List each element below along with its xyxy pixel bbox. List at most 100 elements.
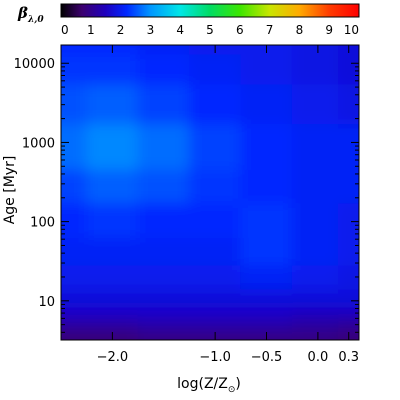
heatmap-cell xyxy=(240,168,293,204)
heatmap-cell xyxy=(337,148,359,170)
y-tick-label: 10000 xyxy=(14,57,55,72)
heatmap-cell xyxy=(188,288,242,308)
heatmap-cell xyxy=(337,53,359,85)
colorbar-tick-label: 10 xyxy=(344,23,359,37)
colorbar-ticks: 0 1 2 3 4 5 6 7 8 9 10 xyxy=(61,23,359,37)
heatmap-cell xyxy=(61,236,88,266)
y-tick-label: 1000 xyxy=(22,136,55,151)
heatmap-cell xyxy=(86,318,139,332)
heatmap-cell xyxy=(291,236,339,266)
heatmap-cell xyxy=(137,236,190,266)
heatmap-cell xyxy=(337,264,359,290)
heatmap-cell xyxy=(137,306,190,320)
x-tick-label: 0.3 xyxy=(338,350,359,365)
colorbar-tick-label: 7 xyxy=(266,23,274,37)
heatmap-cell xyxy=(240,53,293,85)
heatmap-cell xyxy=(61,83,88,125)
heatmap-cell xyxy=(188,306,242,320)
heatmap-cell xyxy=(61,202,88,238)
colorbar-tick-label: 4 xyxy=(176,23,184,37)
x-axis-title-main: log(Z/Z xyxy=(177,376,228,392)
colorbar-title-symbol: β xyxy=(17,4,28,22)
heatmap-cell xyxy=(137,264,190,290)
heatmap-cell xyxy=(61,264,88,290)
y-axis-title: Age [Myr] xyxy=(2,156,18,225)
heatmap-cell xyxy=(61,306,88,320)
heatmap-cell xyxy=(188,202,242,238)
heatmap-cell xyxy=(137,83,190,125)
plot-frame xyxy=(60,44,360,341)
heatmap-cell xyxy=(137,202,190,238)
colorbar-tick-label: 8 xyxy=(296,23,304,37)
x-axis: −2.0 −1.0 −0.5 0.0 0.3 xyxy=(97,45,359,365)
heatmap-cell xyxy=(137,148,190,170)
x-tick-label: −0.5 xyxy=(251,350,283,365)
heatmap-cell xyxy=(61,288,88,308)
x-axis-title-end: ) xyxy=(235,376,240,392)
heatmap-cell xyxy=(188,168,242,204)
heatmap-cell xyxy=(337,168,359,204)
colorbar-tick-label: 1 xyxy=(87,23,95,37)
x-tick-label: −1.0 xyxy=(199,350,231,365)
heatmap-cell xyxy=(337,306,359,320)
colorbar-tick-label: 9 xyxy=(325,23,333,37)
heatmap-cell xyxy=(86,202,139,238)
heatmap-cell xyxy=(137,53,190,85)
heatmap-cell xyxy=(188,83,242,125)
heatmap-cell xyxy=(337,83,359,125)
heatmap-cell xyxy=(240,306,293,320)
heatmap-cell xyxy=(291,83,339,125)
heatmap-cell xyxy=(86,264,139,290)
heatmap-cell xyxy=(137,318,190,332)
heatmap-cell xyxy=(240,288,293,308)
heatmap-cell xyxy=(337,318,359,332)
heatmap-cell xyxy=(291,168,339,204)
heatmap-cell xyxy=(61,123,88,150)
heatmap-cell xyxy=(291,306,339,320)
heatmap-cell xyxy=(61,45,88,55)
colorbar-tick-label: 0 xyxy=(61,23,69,37)
heatmap-area xyxy=(61,45,359,340)
y-tick-label: 10 xyxy=(38,295,55,310)
heatmap-cell xyxy=(240,202,293,238)
heatmap-cell xyxy=(137,288,190,308)
heatmap-cell xyxy=(188,53,242,85)
x-tick-label: 0.0 xyxy=(308,350,329,365)
heatmap-cell xyxy=(188,236,242,266)
heatmap-cell xyxy=(86,83,139,125)
heatmap-cell xyxy=(240,236,293,266)
heatmap-cell xyxy=(86,148,139,170)
colorbar-tick-label: 5 xyxy=(206,23,214,37)
heatmap-cell xyxy=(137,45,190,55)
heatmap-cell xyxy=(291,264,339,290)
heatmap-cell xyxy=(61,330,88,340)
heatmap-cell xyxy=(240,264,293,290)
heatmap-cell xyxy=(291,45,339,55)
heatmap-cell xyxy=(188,318,242,332)
heatmap-cell xyxy=(240,148,293,170)
heatmap-cell xyxy=(188,264,242,290)
heatmap-cell xyxy=(61,318,88,332)
heatmap-cell xyxy=(137,168,190,204)
colorbar-title: βλ,0 xyxy=(17,4,44,25)
colorbar-gradient xyxy=(60,3,360,18)
colorbar: βλ,0 0 1 2 3 4 5 6 7 8 9 10 xyxy=(17,3,360,37)
heatmap-cell xyxy=(86,236,139,266)
heatmap-cell xyxy=(188,123,242,150)
heatmap-cell xyxy=(86,288,139,308)
heatmap-cell xyxy=(291,318,339,332)
colorbar-tick-label: 6 xyxy=(236,23,244,37)
heatmap-cell xyxy=(188,148,242,170)
x-axis-title: log(Z/Z⊙) xyxy=(177,376,241,395)
heatmap-cell xyxy=(291,123,339,150)
heatmap-cell xyxy=(61,53,88,85)
heatmap-cell xyxy=(291,288,339,308)
heatmap-cell xyxy=(137,123,190,150)
x-axis-title-sub: ⊙ xyxy=(228,385,236,395)
heatmap-cell xyxy=(137,330,190,340)
colorbar-title-subscript: λ,0 xyxy=(27,15,44,25)
heatmap-cell xyxy=(337,202,359,238)
heatmap-cell xyxy=(291,53,339,85)
heatmap-cell xyxy=(337,236,359,266)
